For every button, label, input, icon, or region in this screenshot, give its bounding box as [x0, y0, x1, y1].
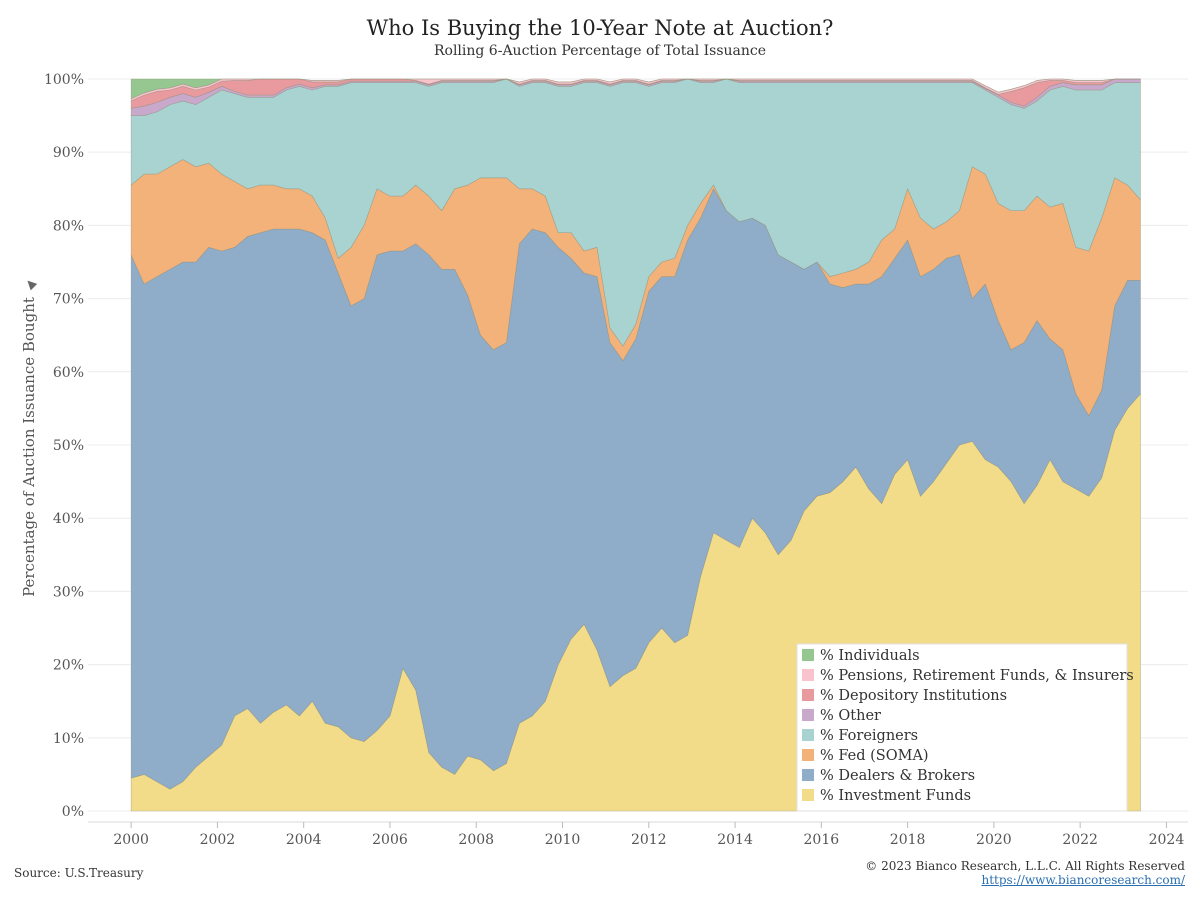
y-tick-label: 60% [53, 365, 84, 381]
legend-swatch-other [802, 709, 814, 721]
legend-swatch-individuals [802, 649, 814, 661]
y-tick-label: 40% [53, 511, 84, 527]
y-tick-label: 30% [53, 584, 84, 600]
legend-swatch-foreigners [802, 729, 814, 741]
y-tick-label: 20% [53, 658, 84, 674]
x-tick-label: 2018 [890, 832, 926, 848]
legend-item-investment-funds[interactable]: % Investment Funds [820, 788, 971, 804]
y-tick-label: 90% [53, 145, 84, 161]
x-tick-label: 2014 [717, 832, 753, 848]
x-tick-label: 2008 [458, 832, 494, 848]
x-tick-label: 2010 [545, 832, 581, 848]
x-tick-label: 2024 [1149, 832, 1185, 848]
y-tick-label: 80% [53, 218, 84, 234]
chart-subtitle: Rolling 6-Auction Percentage of Total Is… [433, 43, 767, 59]
x-tick-label: 2020 [976, 832, 1012, 848]
legend-item-dealers-brokers[interactable]: % Dealers & Brokers [820, 768, 975, 784]
legend-item-fed-soma[interactable]: % Fed (SOMA) [820, 748, 929, 764]
legend-item-individuals[interactable]: % Individuals [820, 648, 920, 664]
x-tick-label: 2004 [286, 832, 322, 848]
x-tick-label: 2016 [804, 832, 840, 848]
y-tick-label: 50% [53, 438, 84, 454]
x-tick-label: 2022 [1062, 832, 1098, 848]
y-tick-label: 100% [44, 72, 84, 88]
legend-item-other[interactable]: % Other [820, 708, 881, 724]
x-tick-label: 2006 [372, 832, 408, 848]
legend-item-depository-institutions[interactable]: % Depository Institutions [820, 688, 1007, 704]
source-note: Source: U.S.Treasury [14, 866, 144, 880]
x-tick-labels: 2000 2002 2004 2006 2008 2010 2012 2014 2016 2018… [88, 821, 1188, 848]
legend-swatch-pensions-retirement-funds-insurers [802, 669, 814, 681]
x-tick-label: 2002 [200, 832, 236, 848]
x-tick-label: 2012 [631, 832, 667, 848]
area-individuals[interactable] [130, 78, 1141, 100]
legend-swatch-depository-institutions [802, 689, 814, 701]
y-tick-label: 70% [53, 292, 84, 308]
legend-box [796, 643, 1128, 812]
copyright-text: © 2023 Bianco Research, L.L.C. All Right… [865, 859, 1185, 873]
y-tick-label: 0% [62, 804, 84, 820]
y-tick-labels: 0% 10% 20% 30% 40% 50% 60% 70% 80% 90% 100% [44, 72, 84, 820]
legend-swatch-investment-funds [802, 789, 814, 801]
legend-swatch-dealers-brokers [802, 769, 814, 781]
chart-title: Who Is Buying the 10-Year Note at Auctio… [366, 16, 834, 40]
legend-item-foreigners[interactable]: % Foreigners [820, 728, 918, 744]
website-link[interactable]: https://www.biancoresearch.com/ [981, 873, 1185, 887]
legend-item-pensions-retirement-funds-insurers[interactable]: % Pensions, Retirement Funds, & Insurers [820, 668, 1134, 684]
x-tick-label: 2000 [113, 832, 149, 848]
legend[interactable]: % Individuals % Pensions, Retirement Fund… [796, 643, 1134, 812]
legend-swatch-fed-soma [802, 749, 814, 761]
y-tick-label: 10% [53, 731, 84, 747]
